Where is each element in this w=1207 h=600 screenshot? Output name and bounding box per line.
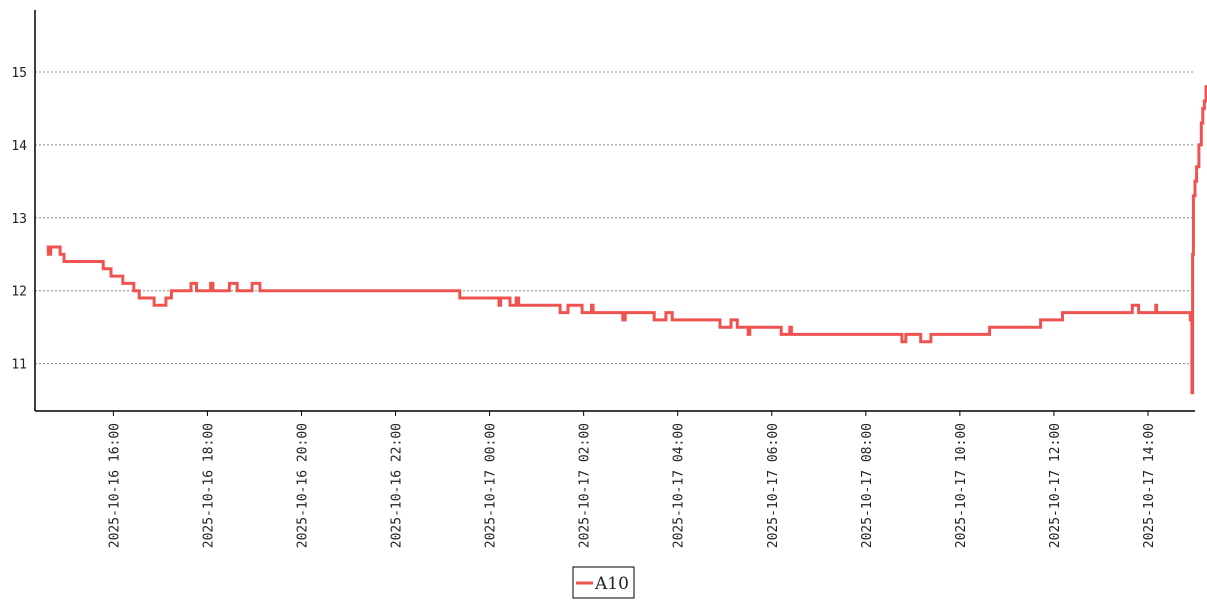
y-tick-label: 12 [11,285,27,300]
y-tick-label: 11 [11,358,27,373]
x-tick-label: 2025-10-17 10:00 [954,423,969,548]
x-ticks: 2025-10-16 16:00 2025-10-16 18:00 2025-10-… [107,411,1157,548]
x-tick-label: 2025-10-16 16:00 [107,423,122,548]
grid-lines [35,71,1195,365]
x-tick-label: 2025-10-16 22:00 [390,423,405,548]
x-tick-label: 2025-10-16 18:00 [201,423,216,548]
y-ticks: 11 12 13 14 15 [11,66,27,373]
series-line-a10 [46,85,1207,395]
y-tick-label: 14 [11,139,27,154]
x-tick-label: 2025-10-16 20:00 [295,423,310,548]
legend[interactable]: A10 [572,566,635,599]
x-tick-label: 2025-10-17 02:00 [578,423,593,548]
y-tick-label: 13 [11,212,27,227]
x-tick-label: 2025-10-17 04:00 [672,423,687,548]
y-tick-label: 15 [11,66,27,81]
x-tick-label: 2025-10-17 00:00 [484,423,499,548]
legend-label: A10 [594,574,629,594]
series-layer [46,85,1207,395]
x-tick-label: 2025-10-17 06:00 [766,423,781,548]
x-tick-label: 2025-10-17 12:00 [1048,423,1063,548]
x-tick-label: 2025-10-17 08:00 [860,423,875,548]
x-tick-label: 2025-10-17 14:00 [1142,423,1157,548]
axes [34,10,1195,412]
